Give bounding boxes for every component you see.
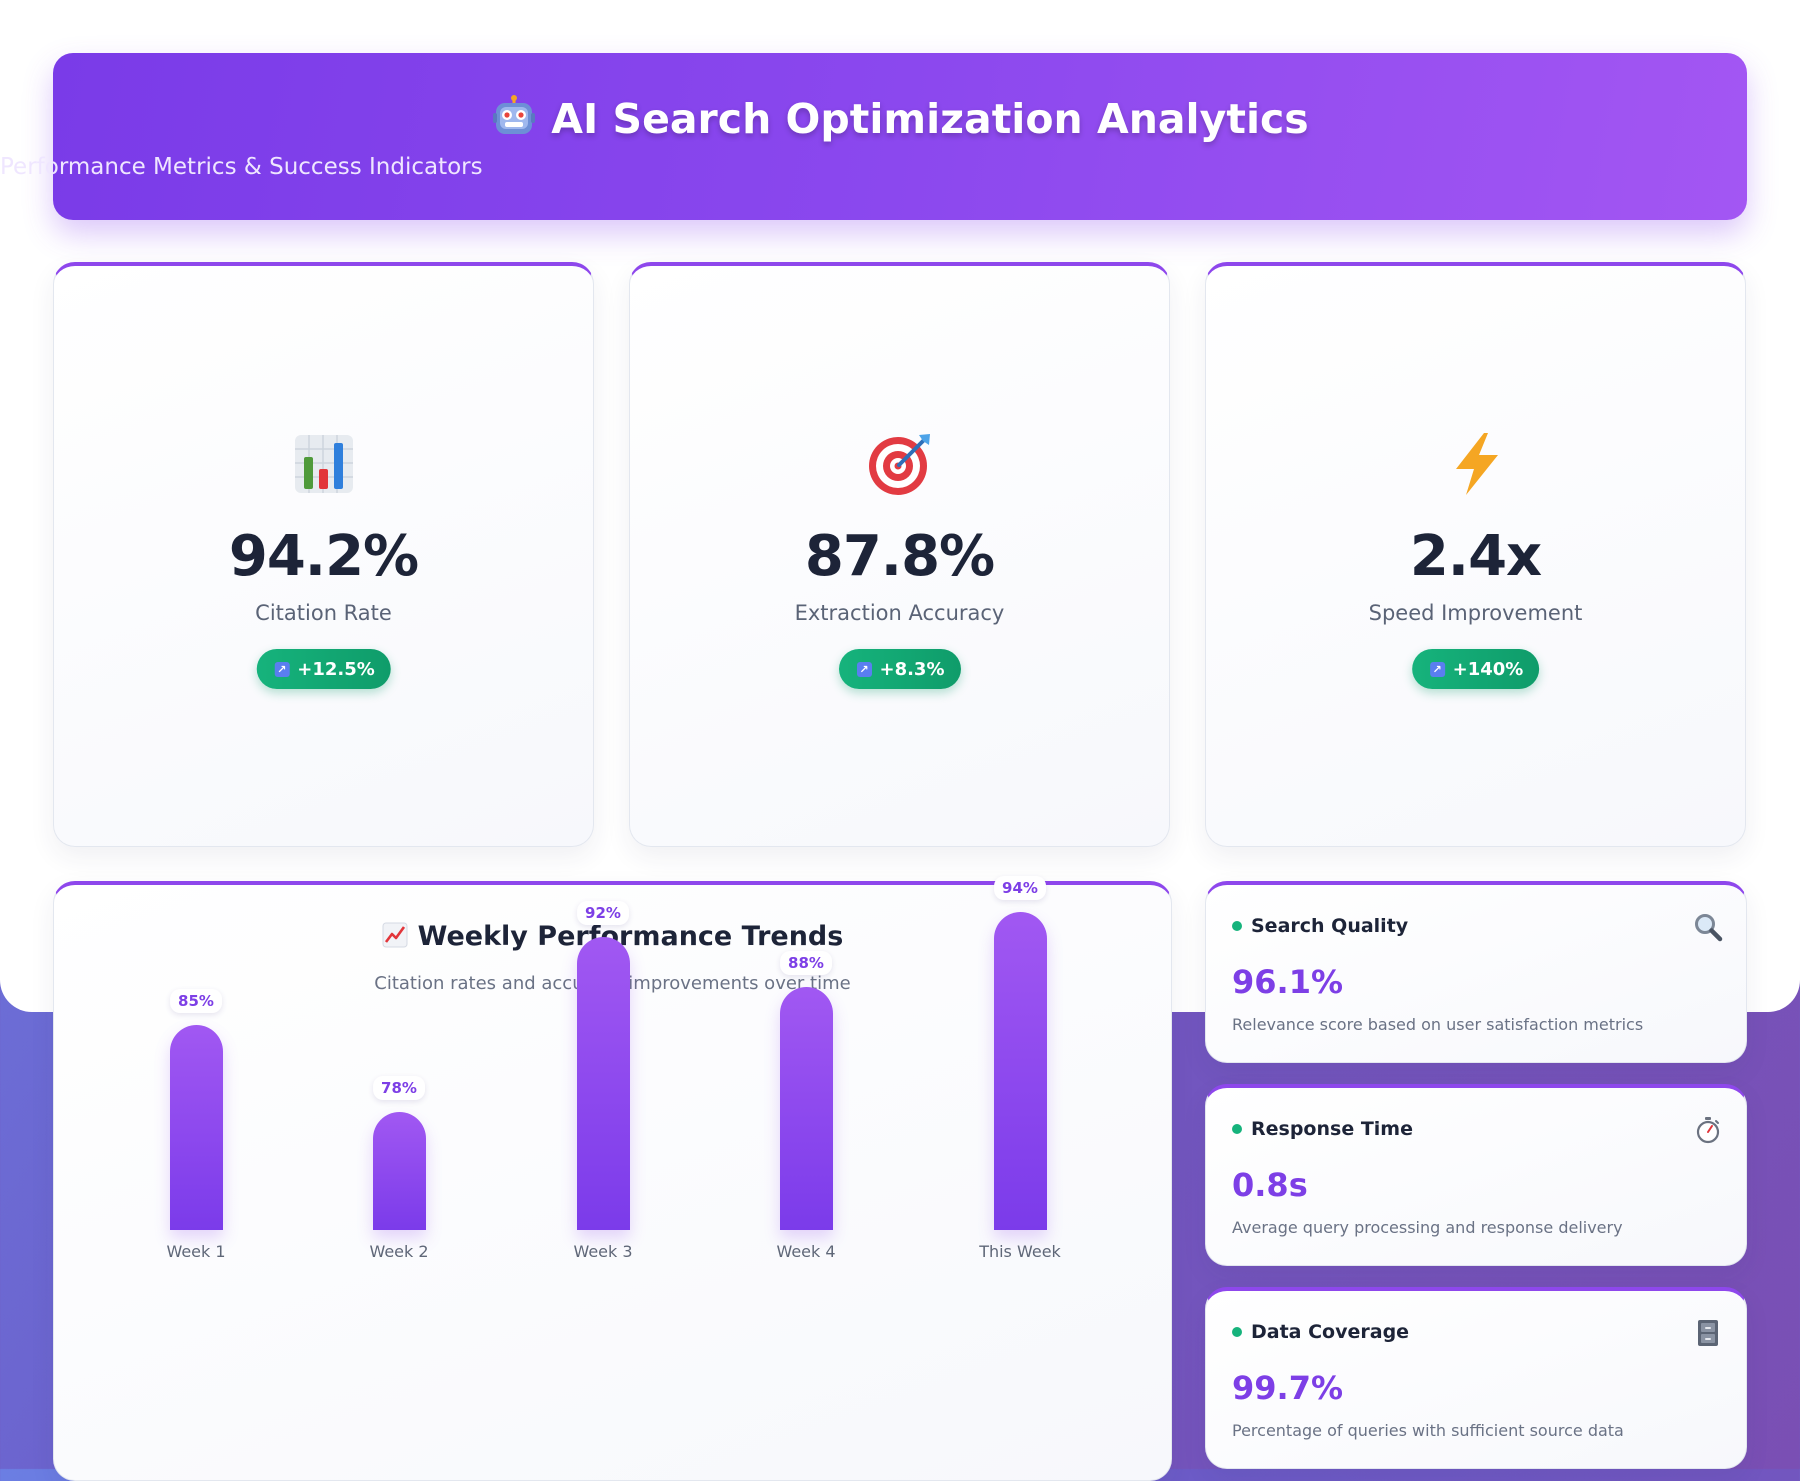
- stopwatch-icon: [1692, 1114, 1724, 1146]
- kpi-change-badge: ↗ +8.3%: [838, 649, 961, 689]
- page-title: AI Search Optimization Analytics: [551, 95, 1309, 143]
- bar-chart-icon: [54, 431, 593, 497]
- kpi-label: Speed Improvement: [1368, 601, 1583, 625]
- chart-bar: [994, 912, 1047, 1230]
- bar-value-label: 92%: [577, 901, 629, 925]
- robot-icon: [491, 94, 537, 144]
- stat-card-search-quality: Search Quality 96.1% Relevance score bas…: [1205, 881, 1747, 1063]
- chart-bar: [780, 987, 833, 1230]
- bar-value-label: 85%: [170, 988, 222, 1013]
- kpi-value: 87.8%: [804, 524, 995, 589]
- chart-bar: [373, 1112, 426, 1230]
- kpi-card-citation-rate: 94.2% Citation Rate ↗ +12.5%: [53, 262, 594, 847]
- chart-title-row: Weekly Performance Trends: [54, 921, 1171, 952]
- bar-category-label: Week 3: [573, 1242, 633, 1261]
- magnifier-icon: [1692, 911, 1724, 943]
- chart-bar: [170, 1024, 223, 1230]
- kpi-value: 94.2%: [228, 524, 419, 589]
- stat-header: Data Coverage: [1232, 1321, 1409, 1343]
- bar-category-label: Week 1: [166, 1242, 226, 1261]
- stat-title: Data Coverage: [1251, 1321, 1410, 1343]
- stat-description: Relevance score based on user satisfacti…: [1232, 1015, 1644, 1034]
- dashboard-header: AI Search Optimization Analytics: [53, 53, 1747, 220]
- status-dot: [1232, 1327, 1242, 1337]
- stat-value: 0.8s: [1232, 1166, 1308, 1204]
- arrow-up-right-icon: ↗: [856, 661, 872, 677]
- stat-description: Percentage of queries with sufficient so…: [1232, 1421, 1624, 1440]
- status-dot: [1232, 1124, 1242, 1134]
- kpi-change-badge: ↗ +140%: [1411, 649, 1540, 689]
- header-title-row: AI Search Optimization Analytics: [53, 89, 1747, 149]
- bar-value-label: 88%: [780, 951, 832, 975]
- weekly-trends-card: Weekly Performance Trends Citation rates…: [53, 876, 1172, 1481]
- target-icon: [630, 431, 1169, 497]
- kpi-card-extraction-accuracy: 87.8% Extraction Accuracy ↗ +8.3%: [629, 262, 1170, 847]
- stat-card-response-time: Response Time 0.8s Average query process…: [1205, 1084, 1747, 1266]
- kpi-value: 2.4x: [1409, 524, 1542, 589]
- chart-bar: [577, 937, 630, 1230]
- page-subtitle: Performance Metrics & Success Indicators: [0, 154, 483, 180]
- kpi-change-value: +12.5%: [297, 658, 375, 680]
- bar-category-label: This Week: [979, 1242, 1061, 1261]
- kpi-card-speed-improvement: 2.4x Speed Improvement ↗ +140%: [1205, 262, 1746, 847]
- bar-category-label: Week 4: [776, 1242, 836, 1261]
- bar-value-label: 94%: [994, 876, 1046, 900]
- kpi-label: Citation Rate: [255, 601, 392, 625]
- file-cabinet-icon: [1692, 1317, 1724, 1349]
- stat-value: 99.7%: [1232, 1369, 1344, 1407]
- bar-value-label: 78%: [373, 1076, 425, 1100]
- arrow-up-right-icon: ↗: [1429, 661, 1445, 677]
- arrow-up-right-icon: ↗: [274, 661, 290, 677]
- kpi-change-value: +140%: [1452, 658, 1524, 680]
- stat-title: Search Quality: [1251, 915, 1409, 937]
- bar-category-label: Week 2: [369, 1242, 429, 1261]
- stat-value: 96.1%: [1232, 963, 1344, 1001]
- kpi-change-badge: ↗ +12.5%: [256, 649, 391, 689]
- stat-header: Search Quality: [1232, 915, 1408, 937]
- stat-description: Average query processing and response de…: [1232, 1218, 1623, 1237]
- kpi-change-value: +8.3%: [879, 658, 945, 680]
- stat-card-data-coverage: Data Coverage 99.7% Percentage of querie…: [1205, 1287, 1747, 1469]
- status-dot: [1232, 921, 1242, 931]
- lightning-icon: [1206, 431, 1745, 497]
- trend-up-icon: [382, 922, 408, 952]
- stat-title: Response Time: [1251, 1118, 1413, 1140]
- stat-header: Response Time: [1232, 1118, 1413, 1140]
- chart-title: Weekly Performance Trends: [417, 921, 844, 952]
- kpi-label: Extraction Accuracy: [794, 601, 1005, 625]
